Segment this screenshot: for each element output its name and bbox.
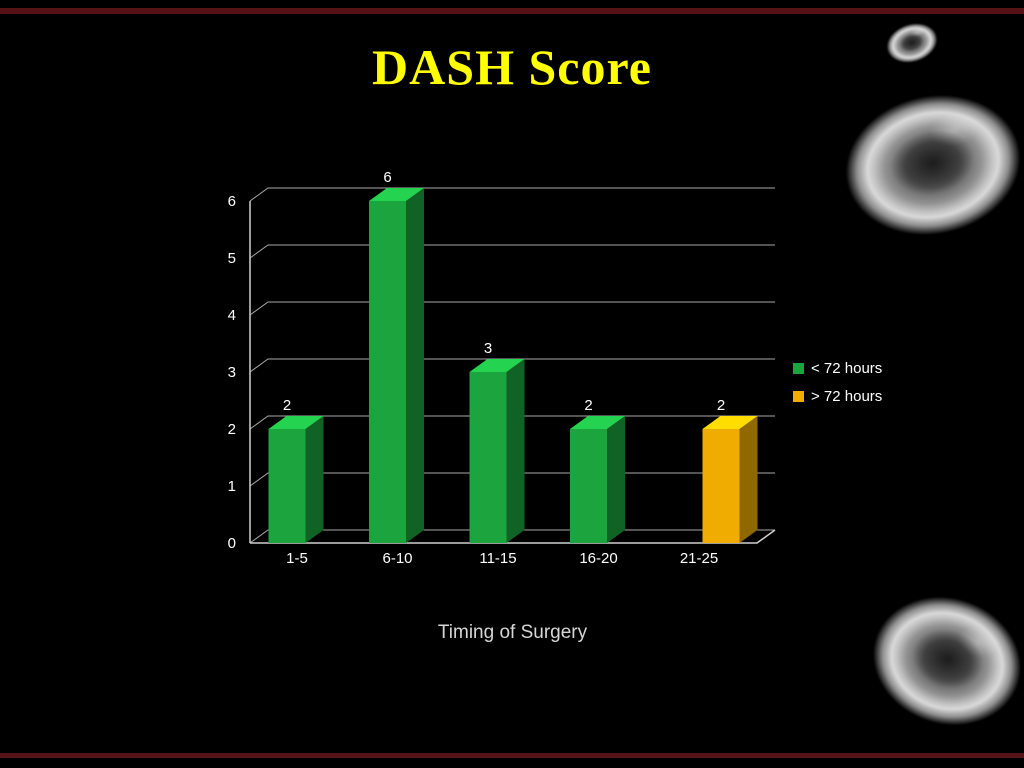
- svg-text:16-20: 16-20: [579, 550, 617, 567]
- svg-text:2: 2: [283, 397, 291, 414]
- svg-text:0: 0: [228, 535, 236, 552]
- legend-item-under-72-hours: < 72 hours: [793, 357, 882, 379]
- x-axis-title: Timing of Surgery: [437, 622, 588, 643]
- legend-item-over-72-hours: > 72 hours: [793, 385, 882, 407]
- svg-text:6: 6: [383, 169, 391, 186]
- svg-text:2: 2: [717, 397, 725, 414]
- svg-text:6-10: 6-10: [382, 550, 412, 567]
- slide-title: DASH Score: [372, 39, 652, 95]
- svg-text:2: 2: [584, 397, 592, 414]
- svg-text:21-25: 21-25: [680, 550, 718, 567]
- svg-text:3: 3: [484, 340, 492, 357]
- top-border-strip: [0, 8, 1024, 14]
- svg-text:5: 5: [228, 250, 236, 267]
- chart-legend: < 72 hours > 72 hours: [793, 357, 882, 407]
- legend-label: < 72 hours: [811, 359, 883, 377]
- svg-text:1-5: 1-5: [286, 550, 308, 567]
- svg-text:6: 6: [228, 193, 236, 210]
- bottom-border-strip: [0, 753, 1024, 758]
- legend-label: > 72 hours: [811, 387, 883, 405]
- legend-swatch-green-icon: [793, 362, 804, 374]
- svg-text:11-15: 11-15: [479, 550, 516, 567]
- svg-text:4: 4: [228, 307, 236, 324]
- svg-text:1: 1: [228, 478, 236, 495]
- legend-swatch-yellow-icon: [793, 390, 804, 402]
- svg-text:2: 2: [228, 421, 236, 438]
- svg-text:3: 3: [228, 364, 236, 381]
